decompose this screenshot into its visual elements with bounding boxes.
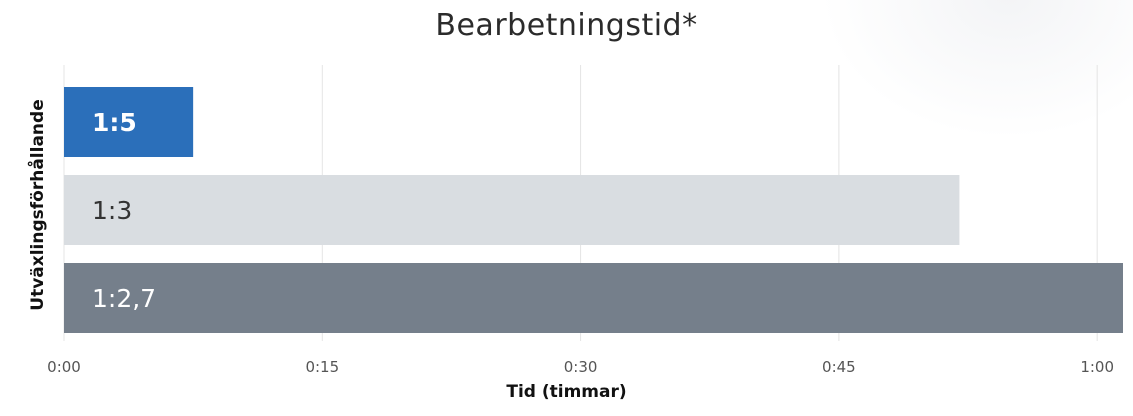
bar [64, 87, 194, 157]
chart-title: Bearbetningstid* [435, 8, 698, 43]
x-tick-label: 0:30 [564, 358, 598, 376]
x-tick-label: 0:00 [47, 358, 81, 376]
x-tick-label: 1:00 [1080, 358, 1114, 376]
x-tick-label: 0:15 [305, 358, 339, 376]
bar-label: 1:3 [92, 196, 132, 225]
bar-label: 1:5 [92, 108, 137, 137]
bar [64, 263, 1123, 333]
x-axis-label: Tid (timmar) [506, 382, 627, 402]
x-tick-label: 0:45 [822, 358, 856, 376]
bar [64, 175, 960, 245]
bar-label: 1:2,7 [92, 284, 156, 313]
